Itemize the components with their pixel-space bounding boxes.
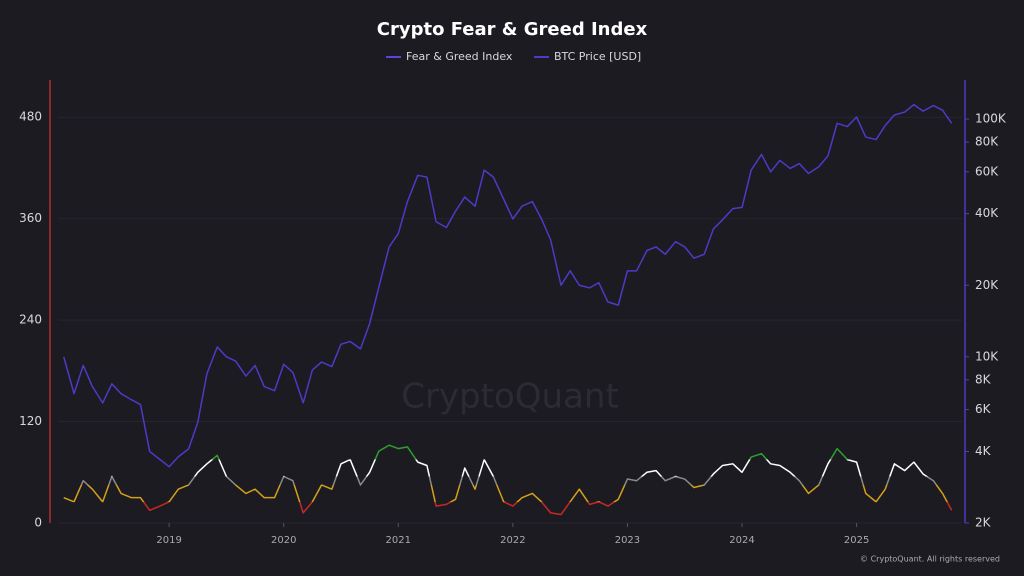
y2-tick-label: 40K [975,206,999,220]
y2-tick-label: 80K [975,135,999,149]
x-tick-label: 2023 [615,535,640,546]
y2-tick-label: 20K [975,278,999,292]
y-tick-label: 120 [19,414,42,428]
x-tick-label: 2022 [500,535,525,546]
x-tick-label: 2024 [729,535,754,546]
footer: © CryptoQuant. All rights reserved [860,555,1000,564]
legend-label: BTC Price [USD] [554,50,641,63]
y2-tick-label: 10K [975,349,999,363]
index-line [63,444,953,516]
y-tick-label: 240 [19,313,42,327]
watermark: CryptoQuant [401,377,619,417]
y2-tick-label: 8K [975,372,992,386]
y2-tick-label: 100K [975,112,1007,126]
legend-label: Fear & Greed Index [406,50,513,63]
y-tick-label: 0 [34,516,42,530]
x-tick-label: 2019 [156,535,181,546]
y-tick-label: 360 [19,211,42,225]
y2-tick-label: 4K [975,444,992,458]
y2-tick-label: 6K [975,402,992,416]
x-tick-label: 2021 [386,535,411,546]
y2-tick-label: 2K [975,516,992,530]
price-line [63,103,953,468]
y-tick-label: 480 [19,110,42,124]
y2-tick-label: 60K [975,164,999,178]
x-tick-label: 2020 [271,535,296,546]
chart-title: Crypto Fear & Greed Index [377,19,648,40]
x-tick-label: 2025 [844,535,869,546]
